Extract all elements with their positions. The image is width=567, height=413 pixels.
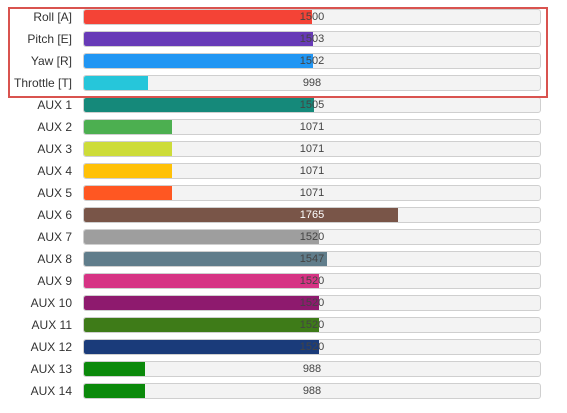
channel-meter-fill bbox=[84, 384, 146, 398]
channel-label: AUX 14 bbox=[30, 384, 72, 398]
channel-meter-fill bbox=[84, 208, 399, 222]
channel-label: AUX 7 bbox=[37, 230, 72, 244]
channel-label: AUX 10 bbox=[30, 296, 72, 310]
channel-row: Roll [A] 1500 bbox=[0, 6, 567, 28]
channel-value: 988 bbox=[302, 363, 322, 375]
channel-row: Pitch [E] 1503 bbox=[0, 28, 567, 50]
channel-meter-fill bbox=[84, 76, 149, 90]
channel-meter-track: 1071 bbox=[83, 141, 541, 157]
channel-row: AUX 3 1071 bbox=[0, 138, 567, 160]
channel-label: AUX 6 bbox=[37, 208, 72, 222]
channel-label: AUX 3 bbox=[37, 142, 72, 156]
channel-value: 1765 bbox=[299, 209, 325, 221]
channel-row: AUX 13 988 bbox=[0, 358, 567, 380]
channel-meter-track: 1520 bbox=[83, 317, 541, 333]
channel-meter-fill bbox=[84, 164, 173, 178]
channel-label: AUX 12 bbox=[30, 340, 72, 354]
channel-label: Pitch [E] bbox=[27, 32, 72, 46]
channel-meter-track: 1071 bbox=[83, 119, 541, 135]
channel-meter-track: 1520 bbox=[83, 229, 541, 245]
channel-meter-track: 1520 bbox=[83, 295, 541, 311]
channel-value: 1502 bbox=[299, 55, 325, 67]
channel-row: AUX 12 1520 bbox=[0, 336, 567, 358]
channel-row: AUX 9 1520 bbox=[0, 270, 567, 292]
channel-value: 1520 bbox=[299, 319, 325, 331]
channel-meter-fill bbox=[84, 120, 173, 134]
channel-value: 1547 bbox=[299, 253, 325, 265]
channel-meter-track: 1520 bbox=[83, 273, 541, 289]
channel-meter-track: 988 bbox=[83, 383, 541, 399]
channel-label: AUX 9 bbox=[37, 274, 72, 288]
channel-meter-track: 1765 bbox=[83, 207, 541, 223]
channel-value: 1520 bbox=[299, 297, 325, 309]
channel-meter-track: 1071 bbox=[83, 185, 541, 201]
receiver-channel-list: Roll [A] 1500 Pitch [E] 1503 Yaw [R] 1502 Thro… bbox=[0, 6, 567, 402]
channel-value: 1505 bbox=[299, 99, 325, 111]
channel-meter-fill bbox=[84, 274, 319, 288]
channel-label: Yaw [R] bbox=[30, 54, 72, 68]
channel-meter-track: 1502 bbox=[83, 53, 541, 69]
channel-meter-fill bbox=[84, 296, 319, 310]
channel-value: 1071 bbox=[299, 165, 325, 177]
channel-meter-fill bbox=[84, 230, 319, 244]
channel-meter-fill bbox=[84, 252, 328, 266]
channel-label: AUX 4 bbox=[37, 164, 72, 178]
channel-label: AUX 13 bbox=[30, 362, 72, 376]
channel-value: 1503 bbox=[299, 33, 325, 45]
channel-meter-track: 1500 bbox=[83, 9, 541, 25]
channel-value: 1520 bbox=[299, 275, 325, 287]
channel-meter-fill bbox=[84, 98, 314, 112]
channel-meter-fill bbox=[84, 362, 146, 376]
channel-value: 1071 bbox=[299, 143, 325, 155]
channel-meter-fill bbox=[84, 340, 319, 354]
channel-label: AUX 5 bbox=[37, 186, 72, 200]
channel-label: AUX 11 bbox=[31, 318, 72, 332]
channel-meter-track: 1520 bbox=[83, 339, 541, 355]
channel-meter-fill bbox=[84, 186, 173, 200]
channel-row: AUX 14 988 bbox=[0, 380, 567, 402]
channel-row: AUX 11 1520 bbox=[0, 314, 567, 336]
channel-meter-fill bbox=[84, 142, 173, 156]
channel-row: AUX 10 1520 bbox=[0, 292, 567, 314]
channel-meter-fill bbox=[84, 318, 319, 332]
channel-meter-track: 1503 bbox=[83, 31, 541, 47]
channel-value: 1520 bbox=[299, 341, 325, 353]
channel-meter-fill bbox=[84, 54, 313, 68]
channel-label: Roll [A] bbox=[33, 10, 72, 24]
channel-label: Throttle [T] bbox=[13, 76, 72, 90]
channel-row: AUX 6 1765 bbox=[0, 204, 567, 226]
channel-label: AUX 1 bbox=[37, 98, 72, 112]
channel-meter-fill bbox=[84, 32, 313, 46]
channel-row: AUX 5 1071 bbox=[0, 182, 567, 204]
channel-value: 988 bbox=[302, 385, 322, 397]
channel-row: Throttle [T] 998 bbox=[0, 72, 567, 94]
channel-meter-track: 998 bbox=[83, 75, 541, 91]
channel-row: Yaw [R] 1502 bbox=[0, 50, 567, 72]
channel-label: AUX 8 bbox=[37, 252, 72, 266]
channel-label: AUX 2 bbox=[37, 120, 72, 134]
channel-row: AUX 7 1520 bbox=[0, 226, 567, 248]
channel-meter-track: 988 bbox=[83, 361, 541, 377]
channel-row: AUX 2 1071 bbox=[0, 116, 567, 138]
channel-row: AUX 1 1505 bbox=[0, 94, 567, 116]
channel-meter-fill bbox=[84, 10, 312, 24]
channel-row: AUX 4 1071 bbox=[0, 160, 567, 182]
channel-meter-track: 1547 bbox=[83, 251, 541, 267]
channel-meter-track: 1071 bbox=[83, 163, 541, 179]
channel-value: 1071 bbox=[299, 187, 325, 199]
channel-row: AUX 8 1547 bbox=[0, 248, 567, 270]
channel-value: 1071 bbox=[299, 121, 325, 133]
channel-meter-track: 1505 bbox=[83, 97, 541, 113]
channel-value: 1520 bbox=[299, 231, 325, 243]
channel-value: 1500 bbox=[299, 11, 325, 23]
channel-value: 998 bbox=[302, 77, 322, 89]
